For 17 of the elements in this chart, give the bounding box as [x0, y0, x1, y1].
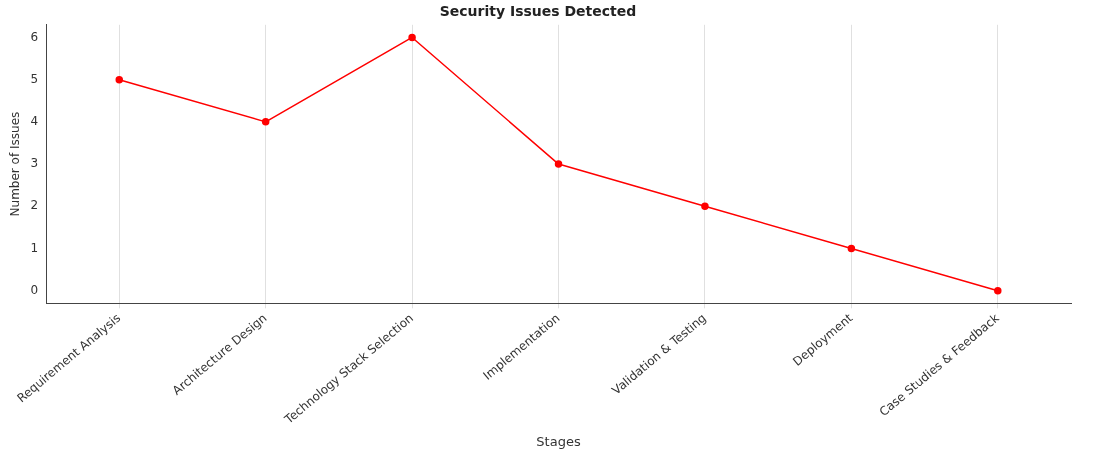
- y-tick-label: 3: [30, 156, 39, 171]
- point: [701, 202, 709, 211]
- y-tick-label: 5: [30, 71, 39, 86]
- y-tick-label: 4: [30, 114, 39, 128]
- y-tick-label: 1: [30, 240, 39, 255]
- point: [408, 33, 416, 42]
- point: [994, 286, 1002, 295]
- point: [847, 244, 856, 253]
- x-axis-title: Stages: [536, 433, 581, 449]
- point: [554, 160, 563, 168]
- y-tick-label: 6: [30, 29, 39, 44]
- point: [115, 75, 123, 84]
- y-tick-label: 2: [30, 198, 39, 213]
- y-tick-label: 0: [30, 282, 39, 297]
- point: [261, 118, 270, 126]
- chart-title: Security Issues Detected: [439, 3, 637, 20]
- y-axis-title: Number of Issues: [8, 111, 23, 217]
